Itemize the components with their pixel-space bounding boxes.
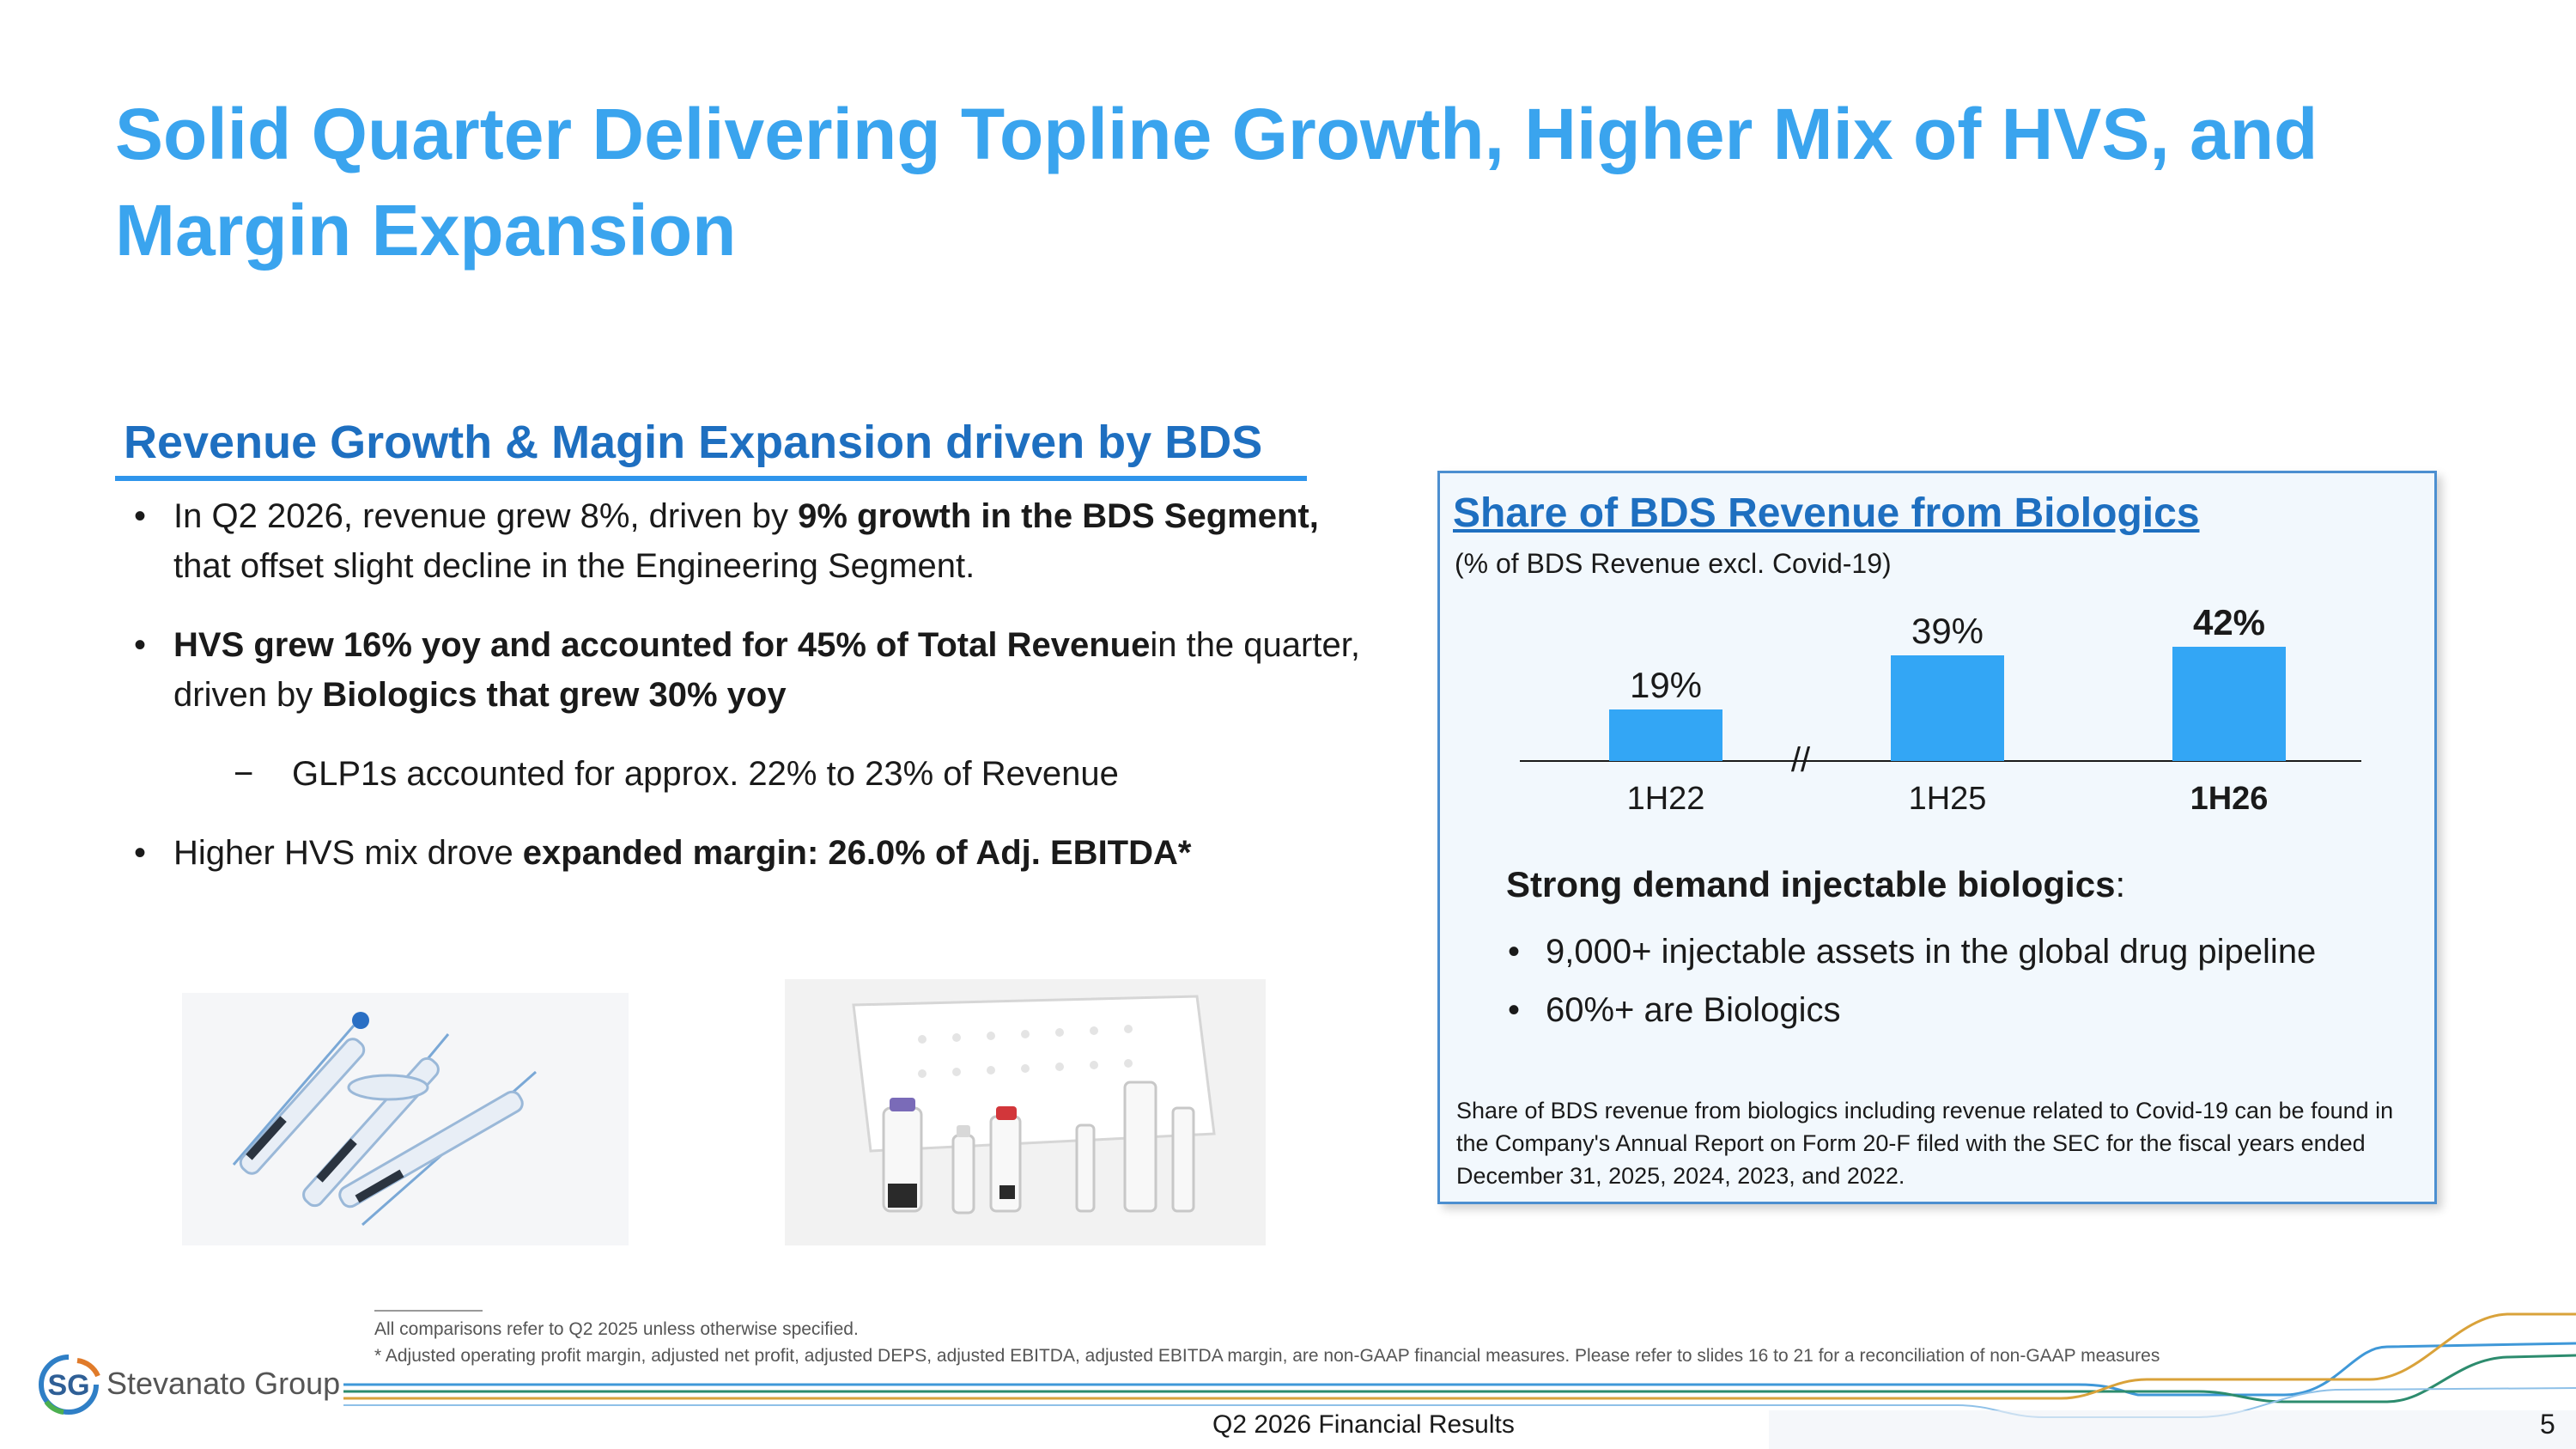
- category-label-1h26: 1H26: [2190, 781, 2269, 817]
- bullet-marker: •: [134, 834, 147, 872]
- bullet-hvs: • HVS grew 16% yoy and accounted for 45%…: [129, 620, 1365, 720]
- bullet-text: Higher HVS mix drove: [173, 834, 523, 872]
- bullet-text: that offset slight decline in the Engine…: [173, 547, 975, 585]
- bullet-text: In Q2 2026, revenue grew 8%, driven by: [173, 497, 799, 535]
- value-label-1h25: 39%: [1911, 611, 1984, 651]
- syringes-image: [182, 993, 629, 1245]
- footnote-comparisons: All comparisons refer to Q2 2025 unless …: [374, 1319, 859, 1339]
- bar-1h26: [2172, 647, 2286, 761]
- bullet-bold: expanded margin: 26.0% of Adj. EBITDA*: [522, 834, 1192, 872]
- section-heading: Revenue Growth & Magin Expansion driven …: [124, 417, 1263, 468]
- bullet-bold: 9% growth in the BDS Segment,: [798, 497, 1319, 535]
- footnote-rule: [374, 1310, 483, 1312]
- bullet-bold: Biologics that grew 30% yoy: [322, 676, 787, 714]
- company-name: Stevanato Group: [106, 1366, 341, 1401]
- demand-bullet-text: 60%+ are Biologics: [1546, 991, 1841, 1029]
- slide-title: Solid Quarter Delivering Topline Growth,…: [115, 94, 2318, 271]
- demand-heading-text: Strong demand injectable biologics: [1506, 864, 2116, 904]
- vials-tray-image: [785, 979, 1266, 1245]
- demand-heading: Strong demand injectable biologics:: [1506, 864, 2125, 905]
- bullet-bold: HVS grew 16% yoy and accounted for 45% o…: [173, 626, 1151, 664]
- biologics-share-chart: 19% 1H22 39% 1H25 42% 1H26 //: [1520, 602, 2361, 817]
- demand-bullets: • 9,000+ injectable assets in the global…: [1506, 922, 2316, 1039]
- bullet-marker: •: [134, 626, 147, 664]
- stevanato-logo-icon: SG: [39, 1355, 100, 1415]
- category-label-1h25: 1H25: [1909, 781, 1987, 817]
- bullet-revenue: • In Q2 2026, revenue grew 8%, driven by…: [129, 491, 1365, 591]
- bar-1h22: [1609, 709, 1722, 761]
- bullet-marker: •: [134, 497, 147, 535]
- bullet-text: in the quarter, driven by: [173, 626, 1360, 714]
- logo-mark: SG: [47, 1369, 89, 1402]
- bullet-marker: •: [1508, 991, 1521, 1029]
- panel-subtitle: (% of BDS Revenue excl. Covid-19): [1455, 548, 1892, 579]
- biologics-share-panel: [1437, 471, 2437, 1204]
- bullet-marker: •: [1508, 933, 1521, 971]
- footnote-non-gaap: * Adjusted operating profit margin, adju…: [374, 1346, 2160, 1366]
- axis-break-marker: //: [1791, 741, 1811, 779]
- key-points-list: • In Q2 2026, revenue grew 8%, driven by…: [129, 491, 1365, 907]
- demand-bullet: • 9,000+ injectable assets in the global…: [1506, 922, 2316, 981]
- demand-bullet: • 60%+ are Biologics: [1506, 981, 2316, 1039]
- footer-decorative-lines: [343, 1312, 2576, 1449]
- bar-1h25: [1891, 655, 2004, 761]
- value-label-1h26: 42%: [2193, 602, 2265, 642]
- category-label-1h22: 1H22: [1627, 781, 1705, 817]
- demand-heading-colon: :: [2115, 864, 2126, 904]
- bullet-margin: • Higher HVS mix drove expanded margin: …: [129, 828, 1365, 878]
- panel-note: Share of BDS revenue from biologics incl…: [1456, 1098, 2394, 1189]
- panel-title: Share of BDS Revenue from Biologics: [1453, 490, 2200, 536]
- footnotes: All comparisons refer to Q2 2025 unless …: [374, 1316, 2160, 1369]
- demand-bullet-text: 9,000+ injectable assets in the global d…: [1546, 933, 2317, 971]
- sub-bullet-glp1: − GLP1s accounted for approx. 22% to 23%…: [129, 749, 1365, 799]
- sub-bullet-marker: −: [234, 755, 254, 793]
- value-label-1h22: 19%: [1630, 665, 1702, 705]
- page-number: 5: [2540, 1409, 2555, 1440]
- section-underline: [115, 476, 1307, 481]
- footer-title: Q2 2026 Financial Results: [1212, 1410, 1515, 1439]
- bullet-text: GLP1s accounted for approx. 22% to 23% o…: [292, 755, 1119, 793]
